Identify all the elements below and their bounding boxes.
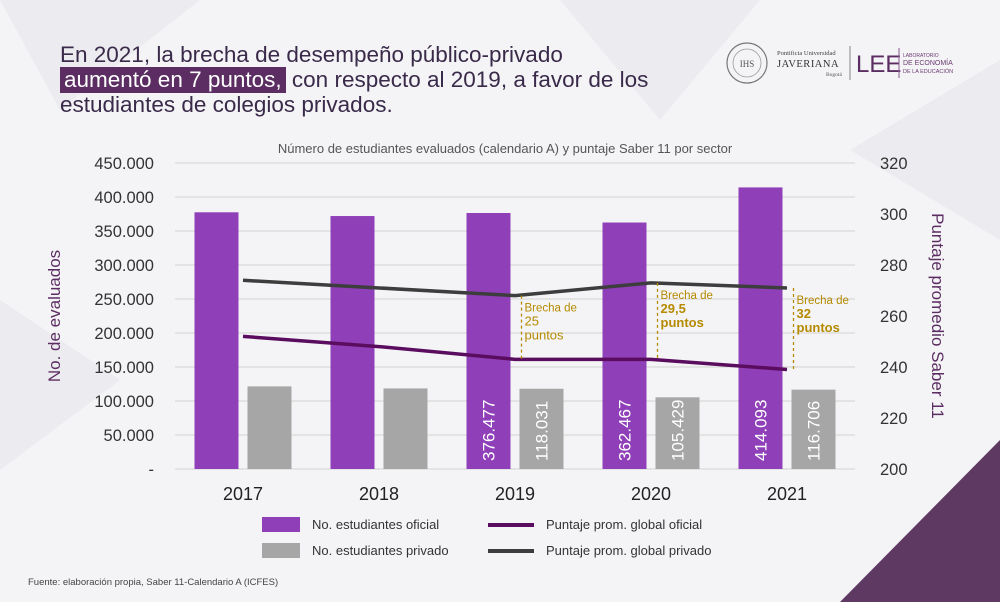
y2-tick-label: 240 [880,359,908,377]
university-name-line2: JAVERIANA [777,59,839,70]
legend-item-puntaje-oficial: Puntaje prom. global oficial [488,517,702,532]
legend: No. estudiantes oficial No. estudiantes … [262,517,782,563]
gap-label-line1: Brecha de [797,295,849,307]
bar-label-privado: 116.706 [805,401,824,461]
gap-label-unit: puntos [525,328,565,343]
headline-part2: con respecto al 2019, a favor de los est… [60,67,649,117]
y2-tick-label: 200 [880,461,908,479]
y-tick-label: 200.000 [94,325,154,343]
y-tick-label: 350.000 [94,223,154,241]
line-series [242,334,788,372]
bar-privado [383,388,428,469]
bar-label-privado: 118.031 [533,401,552,461]
gap-label-unit: puntos [661,315,704,330]
logo: IHS Pontificia Universidad JAVERIANA Bog… [726,42,953,84]
bar-privado [247,386,292,469]
legend-swatch-puntaje-oficial [488,522,534,527]
legend-item-oficial: No. estudiantes oficial [262,517,439,532]
y2-tick-label: 260 [880,308,908,326]
chart-title: Número de estudiantes evaluados (calenda… [277,141,733,156]
gap-label-value: 25 [525,314,539,329]
line-series [242,278,788,298]
bar-oficial [738,187,783,470]
y-tick-label: 450.000 [94,155,154,173]
lab-abbreviation: LEE [856,51,901,78]
bar-label-privado: 105.429 [669,400,688,461]
y-tick-label: 300.000 [94,257,154,275]
y-tick-label: 250.000 [94,291,154,309]
y2-tick-label: 220 [880,410,908,428]
legend-swatch-oficial [262,517,300,532]
y2-tick-label: 300 [880,206,908,224]
gap-label-line1: Brecha de [525,303,577,315]
legend-label-puntaje-oficial: Puntaje prom. global oficial [546,517,703,532]
x-tick-label: 2017 [223,484,263,504]
legend-item-privado: No. estudiantes privado [262,543,449,558]
bg-triangle [560,0,760,120]
seal-text: IHS [740,59,755,69]
y-tick-label: 150.000 [94,359,154,377]
bar-privado [791,389,836,469]
gap-label-value: 29,5 [661,301,686,316]
x-tick-label: 2020 [631,484,671,504]
y2-axis-label: Puntaje promedio Saber 11 [928,213,947,419]
headline-part1: En 2021, la brecha de desempeño público-… [60,42,563,67]
bar-label-oficial: 376.477 [480,400,499,461]
legend-swatch-privado [262,543,300,558]
gap-label-value: 32 [797,306,811,321]
legend-label-oficial: No. estudiantes oficial [312,517,440,532]
university-name-line3: Bogotá [826,72,842,78]
gap-label-unit: puntos [797,320,840,335]
university-name-line1: Pontificia Universidad [777,50,836,57]
y2-tick-label: 320 [880,155,908,173]
lab-name-line3: DE LA EDUCACIÓN [903,68,953,75]
university-seal-icon: IHS [726,42,768,84]
legend-item-puntaje-privado: Puntaje prom. global privado [488,543,712,558]
bar-privado [519,388,564,469]
bg-triangle [0,0,200,110]
x-tick-label: 2018 [359,484,399,504]
bar-label-oficial: 414.093 [752,400,771,461]
bg-triangle [0,300,120,470]
headline: En 2021, la brecha de desempeño público-… [60,42,700,117]
y-tick-label: - [149,461,155,479]
bar-oficial [466,212,511,469]
bg-triangle [850,60,1000,240]
y-tick-label: 50.000 [104,427,154,445]
y2-tick-label: 280 [880,257,908,275]
bar-privado [655,397,700,469]
x-tick-label: 2019 [495,484,535,504]
bar-oficial [602,222,647,469]
legend-label-privado: No. estudiantes privado [312,543,449,558]
legend-label-puntaje-privado: Puntaje prom. global privado [546,543,712,558]
bar-oficial [194,212,239,470]
source-note: Fuente: elaboración propia, Saber 11-Cal… [28,577,279,588]
gap-label-line1: Brecha de [661,290,713,302]
headline-highlight: aumentó en 7 puntos, [60,67,286,93]
y-axis-label: No. de evaluados [45,250,64,382]
legend-swatch-puntaje-privado [488,548,534,553]
x-tick-label: 2021 [767,484,807,504]
y-tick-label: 100.000 [94,393,154,411]
lab-name-line2: DE ECONOMÍA [903,58,953,67]
y-tick-label: 400.000 [94,189,154,207]
bar-label-oficial: 362.467 [616,400,635,461]
lab-name-line1: LABORATORIO [903,53,939,59]
corner-triangle [840,440,1000,602]
